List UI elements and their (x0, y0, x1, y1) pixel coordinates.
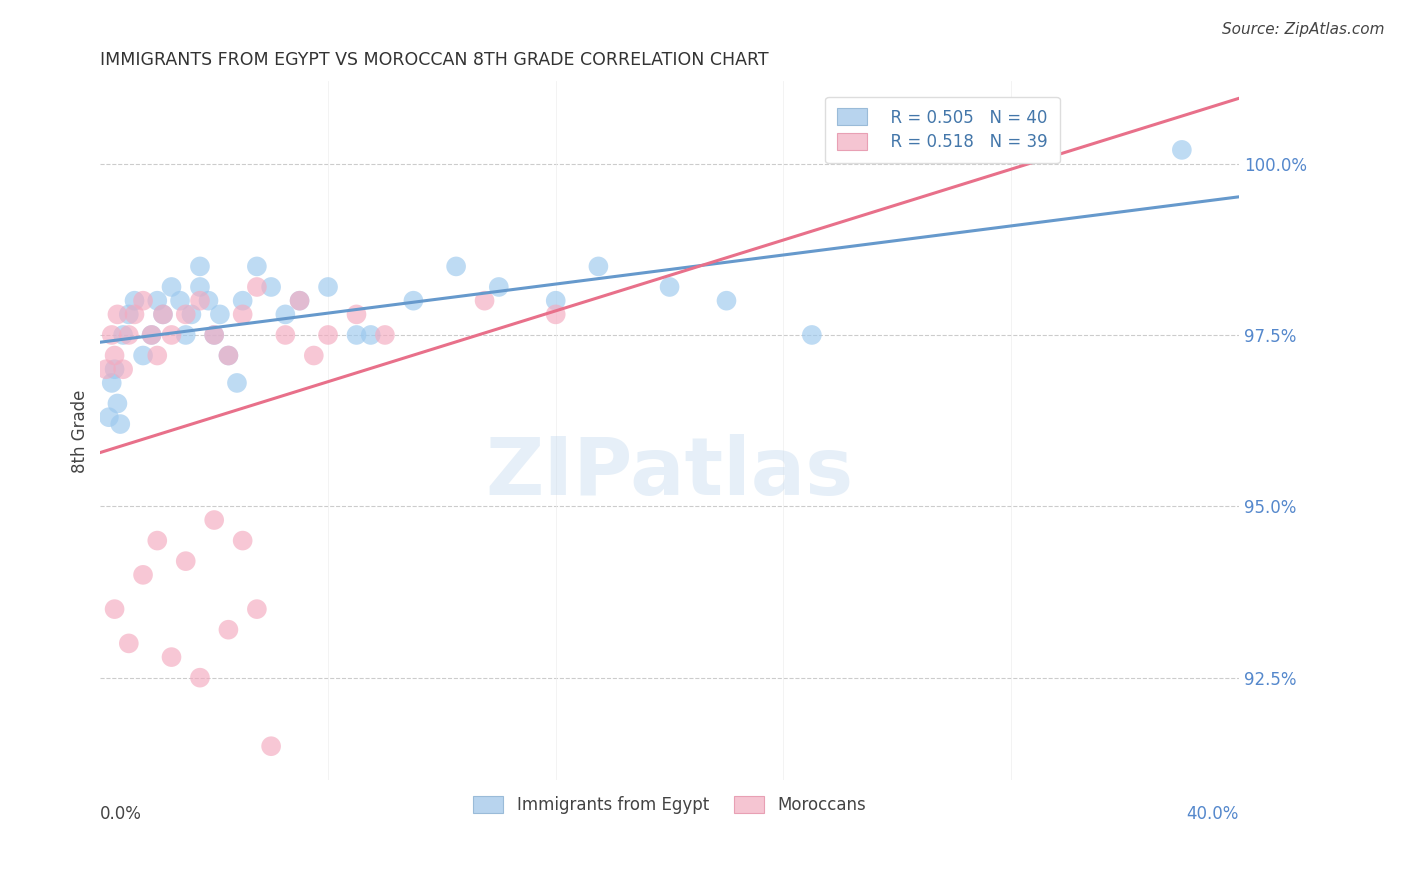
Point (588, 260, 610, 274)
Point (360, 328, 382, 343)
Point (544, 293, 567, 308)
Point (202, 328, 225, 343)
Point (180, 307, 202, 321)
Point (1171, 143, 1194, 157)
Point (124, 307, 146, 321)
Point (260, 739, 283, 754)
Point (260, 280, 283, 294)
Point (716, 293, 738, 308)
Point (246, 602, 269, 616)
Point (346, 307, 368, 321)
Point (132, 293, 155, 308)
Point (174, 554, 197, 568)
Point (274, 328, 297, 343)
Point (232, 293, 254, 308)
Point (188, 293, 211, 308)
Legend: Immigrants from Egypt, Moroccans: Immigrants from Egypt, Moroccans (467, 789, 873, 821)
Point (107, 396, 129, 410)
Point (118, 636, 141, 650)
Point (274, 307, 297, 321)
Point (346, 328, 368, 343)
Point (217, 623, 239, 637)
Text: ZIPatlas: ZIPatlas (485, 434, 853, 512)
Text: IMMIGRANTS FROM EGYPT VS MOROCCAN 8TH GRADE CORRELATION CHART: IMMIGRANTS FROM EGYPT VS MOROCCAN 8TH GR… (100, 51, 769, 69)
Point (188, 260, 211, 274)
Point (160, 328, 183, 343)
Point (112, 362, 135, 376)
Point (658, 280, 681, 294)
Point (174, 307, 197, 321)
Point (103, 349, 125, 363)
Point (94, 362, 117, 376)
Point (141, 328, 163, 343)
Point (188, 280, 211, 294)
Point (112, 328, 135, 343)
Point (146, 533, 169, 548)
Point (152, 307, 174, 321)
Point (288, 293, 311, 308)
Text: 40.0%: 40.0% (1187, 805, 1239, 823)
Point (141, 328, 163, 343)
Point (100, 376, 122, 390)
Point (188, 671, 211, 685)
Point (202, 328, 225, 343)
Point (160, 280, 183, 294)
Text: 0.0%: 0.0% (100, 805, 142, 823)
Point (374, 328, 396, 343)
Point (232, 533, 254, 548)
Point (103, 362, 125, 376)
Point (208, 307, 231, 321)
Text: Source: ZipAtlas.com: Source: ZipAtlas.com (1222, 22, 1385, 37)
Point (217, 349, 239, 363)
Point (226, 376, 249, 390)
Point (146, 293, 169, 308)
Point (402, 293, 425, 308)
Point (100, 328, 122, 343)
Point (146, 349, 169, 363)
Point (246, 260, 269, 274)
Point (118, 307, 141, 321)
Point (202, 513, 225, 527)
Point (316, 328, 339, 343)
Point (132, 349, 155, 363)
Point (302, 349, 325, 363)
Point (316, 280, 339, 294)
Point (97, 410, 120, 425)
Y-axis label: 8th Grade: 8th Grade (72, 389, 89, 473)
Point (232, 307, 254, 321)
Point (110, 417, 132, 431)
Point (957, 143, 980, 157)
Point (103, 602, 125, 616)
Point (217, 349, 239, 363)
Point (800, 328, 823, 343)
Point (197, 293, 219, 308)
Point (169, 293, 191, 308)
Point (488, 280, 510, 294)
Point (132, 567, 155, 582)
Point (107, 307, 129, 321)
Point (288, 293, 311, 308)
Point (124, 293, 146, 308)
Point (246, 280, 269, 294)
Point (444, 260, 467, 274)
Point (174, 328, 197, 343)
Point (474, 293, 496, 308)
Point (544, 307, 567, 321)
Point (118, 328, 141, 343)
Point (152, 307, 174, 321)
Point (160, 650, 183, 665)
